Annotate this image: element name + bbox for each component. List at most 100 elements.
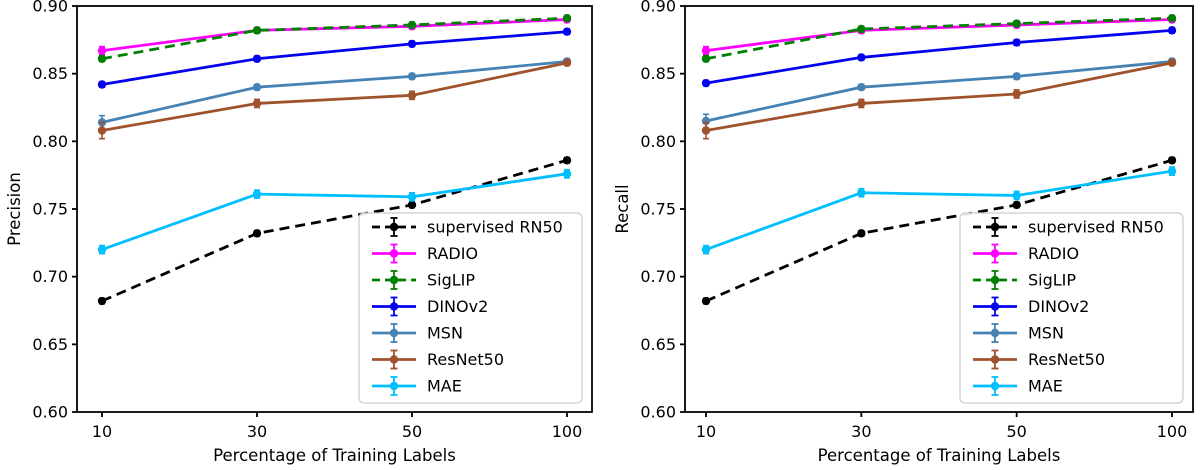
line-msn — [101, 60, 568, 124]
legend-label: ResNet50 — [427, 350, 504, 369]
legend-item-msn: MSN — [973, 323, 1064, 343]
x-axis-label: Percentage of Training Labels — [818, 446, 1061, 465]
data-point — [701, 126, 711, 135]
data-point — [1167, 13, 1177, 23]
data-point — [562, 169, 572, 179]
line-dinov2 — [705, 28, 1173, 85]
x-tick-label: 100 — [552, 422, 583, 441]
line-supervised-rn50 — [101, 158, 568, 303]
line-mae — [101, 172, 568, 251]
series-resnet50 — [701, 58, 1177, 140]
legend-label: RADIO — [427, 244, 478, 263]
data-point — [97, 126, 107, 135]
legend-item-mae: MAE — [973, 376, 1063, 396]
data-point — [1167, 166, 1177, 176]
y-tick-label: 0.65 — [640, 335, 676, 354]
precision-panel: 0.90 0.85 0.80 0.75 0.70 0.65 0.60 10 30 50 100 Per… — [5, 0, 593, 465]
line-mae — [705, 169, 1173, 251]
series-siglip — [97, 13, 572, 63]
series-msn — [701, 57, 1177, 129]
y-tick-label: 0.85 — [640, 64, 676, 83]
series-mae — [701, 166, 1177, 255]
legend-dot-icon — [389, 222, 399, 232]
data-point — [701, 54, 711, 63]
y-tick-label: 0.90 — [640, 0, 676, 16]
data-point — [407, 20, 417, 30]
legend-dot-icon — [990, 381, 1000, 391]
legend-item-dinov2: DINOv2 — [372, 296, 488, 317]
data-point — [252, 99, 262, 108]
series-mae — [97, 168, 572, 255]
legend-dot-icon — [389, 249, 399, 258]
data-point — [857, 53, 866, 62]
legend-label: DINOv2 — [1028, 297, 1089, 316]
legend-item-supervised-rn50: supervised RN50 — [372, 217, 563, 237]
legend-item-msn: MSN — [372, 323, 463, 343]
legend-item-dinov2: DINOv2 — [973, 296, 1089, 317]
legend-box — [959, 212, 1184, 404]
data-point — [857, 83, 866, 92]
data-point — [1012, 191, 1021, 200]
legend-item-siglip: SigLIP — [973, 270, 1076, 290]
legend-label: ResNet50 — [1028, 350, 1105, 369]
x-axis-label: Percentage of Training Labels — [213, 446, 456, 465]
legend-dot-icon — [990, 328, 1000, 338]
y-tick-label: 0.60 — [32, 403, 68, 422]
data-point — [252, 189, 262, 199]
legend-dot-icon — [990, 249, 1000, 258]
data-point — [1167, 156, 1177, 165]
series-resnet50 — [97, 58, 572, 140]
legend-item-radio: RADIO — [973, 243, 1079, 264]
legend-item-resnet50: ResNet50 — [372, 349, 504, 370]
x-tick-label: 30 — [247, 422, 267, 441]
legend-label: supervised RN50 — [427, 218, 563, 237]
line-siglip — [705, 16, 1173, 61]
data-point — [701, 245, 711, 254]
legend-dot-icon — [389, 381, 399, 391]
line-dinov2 — [101, 30, 568, 86]
legend-label: MAE — [1028, 377, 1063, 396]
data-point — [97, 296, 107, 306]
data-point — [1012, 200, 1021, 210]
data-point — [407, 39, 417, 49]
data-point — [701, 78, 711, 88]
legend-item-resnet50: ResNet50 — [973, 349, 1105, 370]
data-point — [97, 80, 107, 89]
legend-label: RADIO — [1028, 244, 1079, 263]
legend-dot-icon — [389, 275, 399, 285]
legend-box — [358, 212, 583, 404]
x-tick-label: 100 — [1157, 422, 1188, 441]
data-point — [252, 54, 262, 63]
legend-label: supervised RN50 — [1028, 218, 1164, 237]
y-tick-label: 0.60 — [640, 403, 676, 422]
legend-item-radio: RADIO — [372, 243, 478, 264]
data-point — [857, 229, 866, 238]
recall-panel: 0.90 0.85 0.80 0.75 0.70 0.65 0.60 10 30 50 100 Per… — [613, 0, 1194, 465]
x-tick-label: 50 — [402, 422, 422, 441]
data-point — [562, 58, 572, 68]
legend-item-mae: MAE — [372, 376, 462, 396]
legend-label: DINOv2 — [427, 297, 488, 316]
x-tick-label: 10 — [92, 422, 112, 441]
series-siglip — [701, 13, 1177, 63]
legend: supervised RN50 RADIO SigLIP DINOv2 MSN ResNe… — [959, 212, 1184, 404]
legend-dot-icon — [990, 302, 1000, 311]
data-point — [252, 83, 262, 92]
y-tick-label: 0.75 — [32, 200, 68, 219]
y-tick-label: 0.90 — [32, 0, 68, 16]
series-dinov2 — [97, 27, 572, 89]
x-tick-label: 50 — [1006, 422, 1026, 441]
data-point — [1012, 72, 1021, 81]
legend-label: SigLIP — [427, 271, 475, 290]
data-point — [97, 245, 107, 254]
legend-label: SigLIP — [1028, 271, 1076, 290]
data-point — [562, 156, 572, 165]
data-point — [97, 46, 107, 55]
y-tick-label: 0.70 — [32, 267, 68, 286]
legend-dot-icon — [990, 275, 1000, 285]
y-tick-label: 0.65 — [32, 335, 68, 354]
y-axis-label: Precision — [5, 172, 24, 246]
y-tick-label: 0.85 — [32, 64, 68, 83]
